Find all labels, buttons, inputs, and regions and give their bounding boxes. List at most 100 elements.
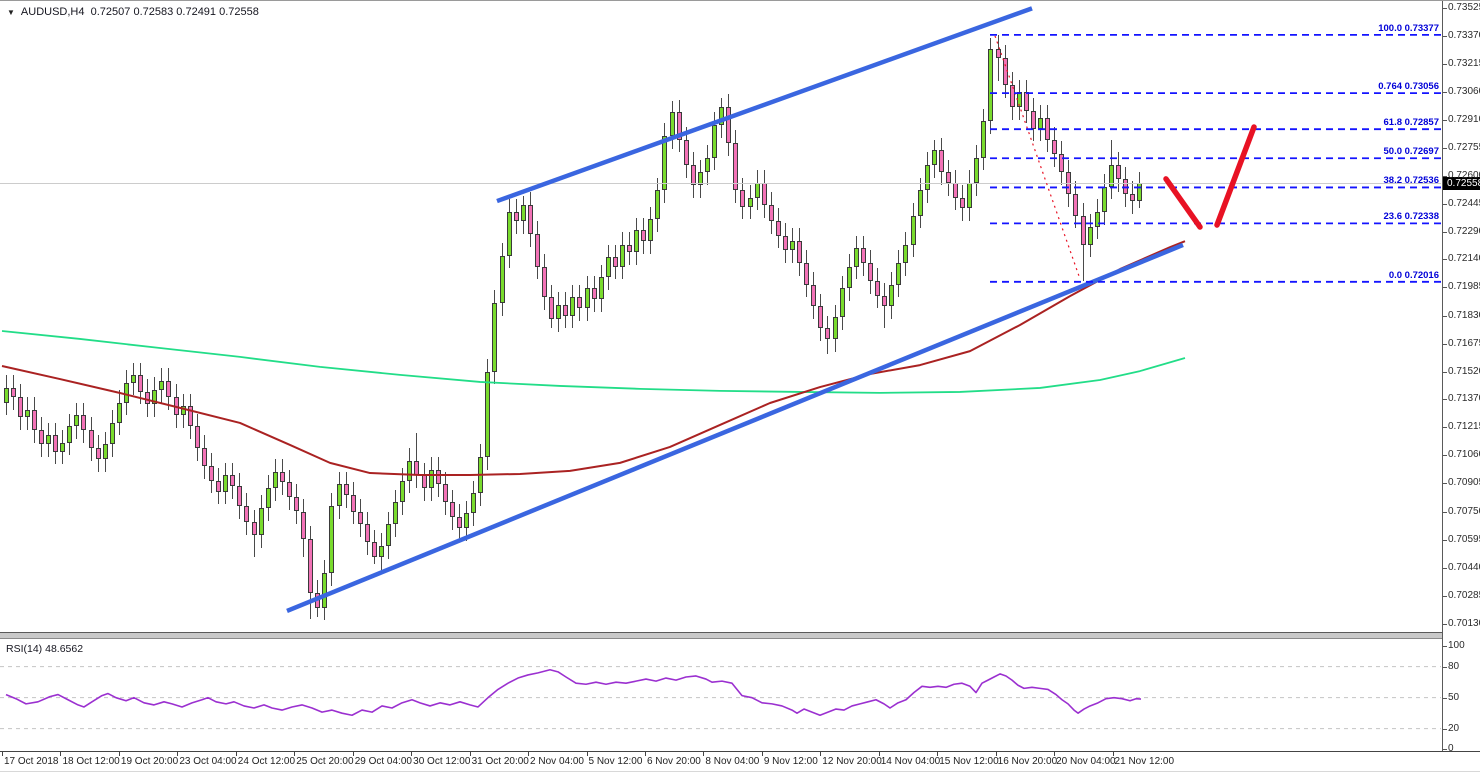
time-tick-label: 21 Nov 12:00 <box>1114 756 1175 767</box>
bull-candle <box>634 230 640 253</box>
bear-candle <box>882 295 888 307</box>
bear-candle <box>1130 193 1136 202</box>
bear-candle <box>683 139 689 165</box>
bear-candle <box>237 486 243 507</box>
bull-candle <box>619 244 625 267</box>
bear-candle <box>875 281 881 296</box>
price-tick-label: 0.70285 <box>1448 589 1480 601</box>
time-axis[interactable]: 17 Oct 2018 18 Oct 12:00 19 Oct 20:00 23 Oc… <box>0 751 1480 772</box>
price-tick-mark <box>1443 343 1447 345</box>
bear-candle <box>251 522 257 536</box>
rsi-line <box>5 668 1142 717</box>
fib-level-label: 0.764 0.73056 <box>1378 81 1439 93</box>
bull-candle <box>1137 183 1143 202</box>
bull-candle <box>648 219 654 242</box>
time-tick-mark <box>528 752 530 756</box>
bull-candle <box>903 244 909 263</box>
bull-candle <box>1087 226 1093 245</box>
time-tick-mark <box>586 752 588 756</box>
ohlc-low: 0.72491 <box>176 6 217 18</box>
bear-candle <box>315 593 321 608</box>
bear-candle <box>641 230 647 242</box>
bull-candle <box>853 248 859 267</box>
price-tick-label: 0.72755 <box>1448 141 1480 153</box>
time-tick-mark <box>294 752 296 756</box>
bull-candle <box>1101 186 1107 213</box>
ohlc-close: 0.72558 <box>219 6 259 18</box>
rsi-tick-mark <box>1443 646 1447 647</box>
bull-candle <box>258 507 264 536</box>
bull-candle <box>556 304 562 320</box>
bear-candle <box>279 471 285 483</box>
bull-candle <box>428 469 434 488</box>
ohlc-high: 0.72583 <box>133 6 174 18</box>
bear-candle <box>230 475 236 487</box>
bear-candle <box>53 435 59 452</box>
bull-candle <box>790 241 796 251</box>
time-tick-mark <box>1112 752 1114 756</box>
bear-candle <box>173 397 179 416</box>
time-tick-label: 23 Oct 04:00 <box>179 756 237 767</box>
bull-candle <box>910 215 916 245</box>
bear-candle <box>1009 85 1015 107</box>
price-tick-mark <box>1443 624 1447 625</box>
bear-candle <box>201 448 207 467</box>
rsi-tick-mark <box>1443 697 1447 699</box>
time-tick-label: 17 Oct 2018 <box>4 756 59 767</box>
price-chart-pane[interactable]: 100.0 0.73377 0.764 0.73056 61.8 0.72857 50… <box>0 1 1442 632</box>
bull-candle <box>754 183 760 198</box>
bear-candle <box>938 150 944 173</box>
bear-candle <box>782 235 788 251</box>
bear-candle <box>804 262 810 285</box>
bull-candle <box>180 406 186 416</box>
price-tick-mark <box>1443 8 1447 9</box>
price-tick-label: 0.71215 <box>1448 421 1480 433</box>
bear-candle <box>1116 164 1121 180</box>
time-tick-mark <box>235 752 237 756</box>
bear-candle <box>457 516 462 528</box>
fib-level-label: 38.2 0.72536 <box>1383 175 1439 187</box>
time-tick-label: 31 Oct 20:00 <box>471 756 529 767</box>
bear-candle <box>995 48 1001 58</box>
bear-candle <box>953 183 959 198</box>
bull-candle <box>846 266 852 289</box>
bear-candle <box>775 221 781 236</box>
bear-candle <box>542 266 548 298</box>
rsi-tick-mark <box>1443 749 1447 751</box>
bear-candle <box>187 406 193 427</box>
rsi-label: RSI(14) 48.6562 <box>6 643 83 655</box>
bear-candle <box>81 415 87 430</box>
price-tick-mark <box>1443 259 1447 261</box>
collapse-arrow-icon[interactable]: ▼ <box>7 8 15 17</box>
bull-candle <box>3 388 9 403</box>
time-tick-label: 20 Nov 04:00 <box>1056 756 1116 767</box>
bear-candle <box>726 106 732 144</box>
bull-candle <box>974 157 980 184</box>
ohlc-open: 0.72507 <box>90 6 131 18</box>
bull-candle <box>747 197 753 207</box>
current-price-badge: 0.72558 <box>1443 177 1480 191</box>
price-tick-mark <box>1443 427 1447 429</box>
price-tick-label: 0.71675 <box>1448 337 1480 349</box>
bear-candle <box>960 197 966 209</box>
time-tick-label: 25 Oct 20:00 <box>296 756 354 767</box>
bear-candle <box>357 511 363 525</box>
rsi-tick-label: 20 <box>1448 722 1460 734</box>
pane-splitter-handle[interactable] <box>0 632 1442 639</box>
bear-candle <box>591 288 597 300</box>
bull-candle <box>407 460 413 481</box>
bull-candle <box>924 164 930 191</box>
bull-candle <box>223 475 229 492</box>
bear-candle <box>860 248 866 263</box>
bull-candle <box>272 471 278 488</box>
rsi-line-svg <box>0 666 1441 730</box>
bear-candle <box>811 284 817 307</box>
bear-candle <box>414 460 420 476</box>
rsi-indicator-pane[interactable]: RSI(14) 48.6562 <box>0 639 1442 751</box>
